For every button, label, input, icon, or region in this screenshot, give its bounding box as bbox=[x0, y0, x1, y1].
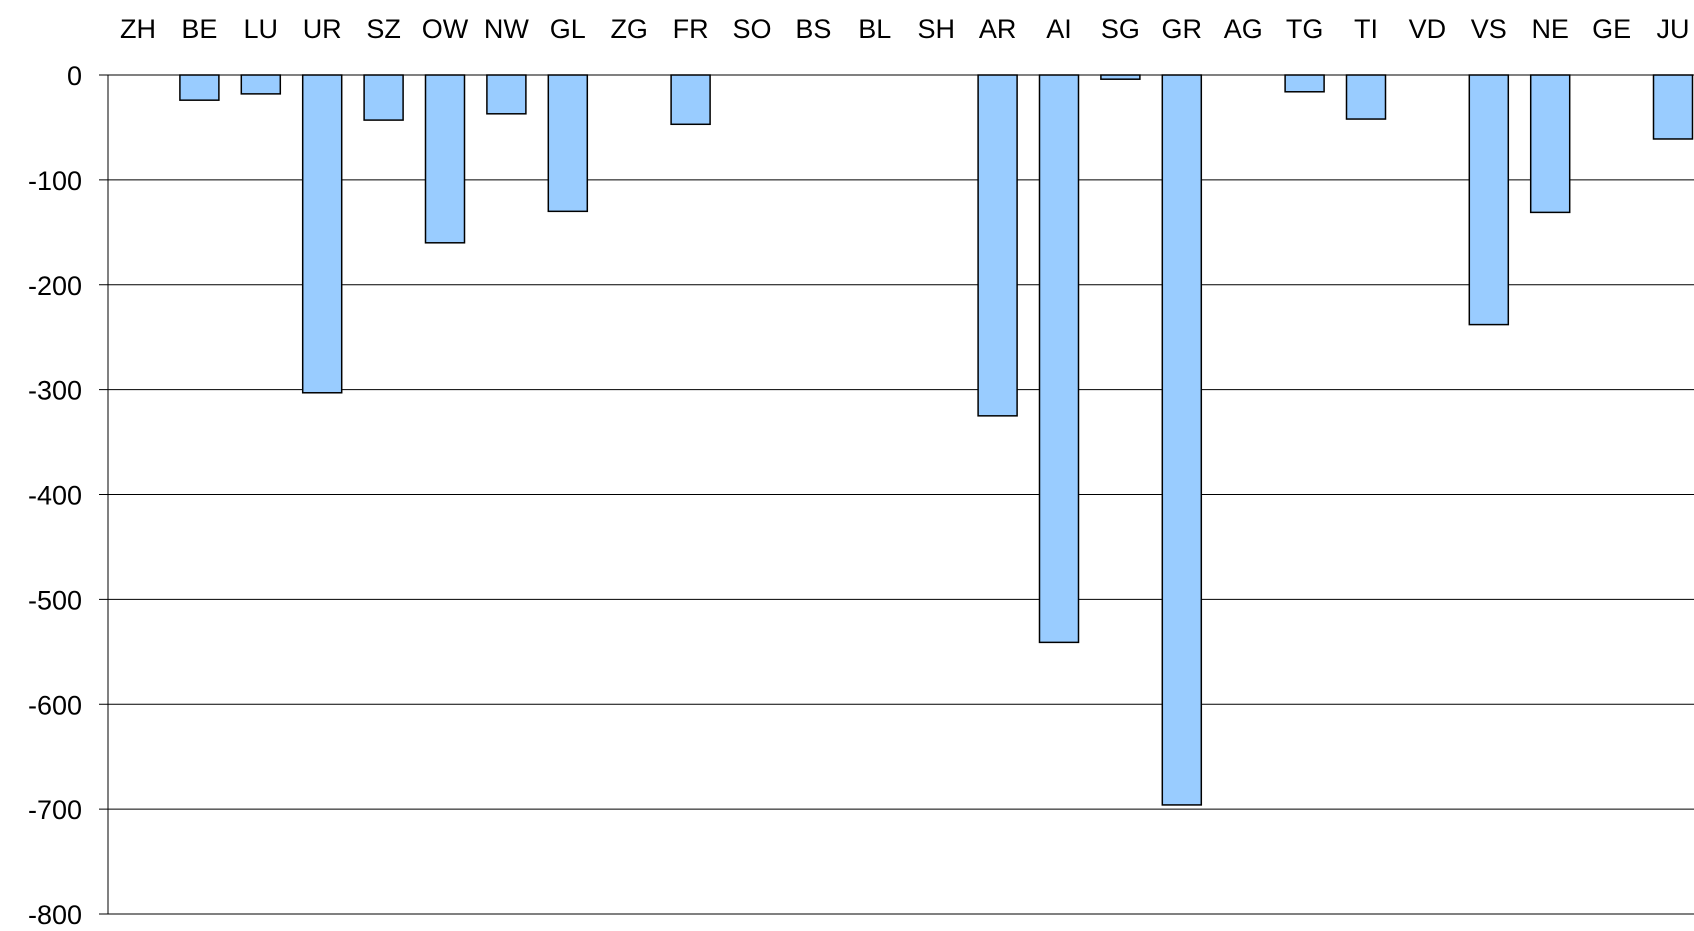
y-tick-label: -700 bbox=[28, 795, 82, 825]
bar-sz bbox=[363, 74, 404, 121]
y-tick-label: -500 bbox=[28, 585, 82, 615]
category-label: SO bbox=[732, 14, 771, 44]
category-label: GE bbox=[1592, 14, 1631, 44]
bar-ar bbox=[977, 74, 1018, 417]
category-label: LU bbox=[244, 14, 279, 44]
category-label: AI bbox=[1046, 14, 1072, 44]
bar-lu bbox=[240, 74, 282, 95]
y-tick-label: -200 bbox=[28, 271, 82, 301]
y-tick-label: -800 bbox=[28, 900, 82, 926]
category-label: BL bbox=[858, 14, 891, 44]
category-label: ZH bbox=[120, 14, 156, 44]
category-label: NE bbox=[1531, 14, 1569, 44]
category-label: JU bbox=[1657, 14, 1690, 44]
category-label: UR bbox=[303, 14, 342, 44]
bar-ow bbox=[424, 74, 466, 244]
category-label: OW bbox=[422, 14, 469, 44]
y-tick-label: -600 bbox=[28, 690, 82, 720]
bar-tg bbox=[1284, 74, 1325, 93]
y-tick-label: 0 bbox=[67, 61, 82, 91]
category-label: ZG bbox=[610, 14, 648, 44]
bar-gr bbox=[1161, 74, 1203, 806]
category-label: VS bbox=[1471, 14, 1507, 44]
category-label: BE bbox=[181, 14, 217, 44]
category-label: BS bbox=[795, 14, 831, 44]
category-label: GL bbox=[550, 14, 586, 44]
y-tick-label: -400 bbox=[28, 481, 82, 511]
bar-sg bbox=[1100, 74, 1141, 80]
category-label: NW bbox=[484, 14, 529, 44]
category-label: GR bbox=[1162, 14, 1203, 44]
y-tick-labels: 0 -100 -200 -300 -400 -500 -600 -700 -800 bbox=[28, 61, 82, 930]
bar-be bbox=[179, 74, 220, 101]
bar-ju bbox=[1652, 74, 1694, 140]
bar-ne bbox=[1529, 74, 1571, 214]
category-label: AR bbox=[979, 14, 1017, 44]
y-tick-label: -300 bbox=[28, 376, 82, 406]
bars bbox=[179, 74, 1694, 806]
gridlines bbox=[108, 74, 1694, 915]
bar-ti bbox=[1345, 74, 1387, 120]
bar-ai bbox=[1038, 74, 1080, 644]
category-label: TG bbox=[1286, 14, 1324, 44]
bar-fr bbox=[670, 74, 711, 126]
category-label: SG bbox=[1101, 14, 1140, 44]
category-label: AG bbox=[1224, 14, 1263, 44]
axes bbox=[99, 74, 109, 915]
y-tick-label: -100 bbox=[28, 166, 82, 196]
category-label: SH bbox=[917, 14, 955, 44]
bar-ur bbox=[301, 74, 343, 394]
bar-nw bbox=[486, 74, 527, 115]
bar-gl bbox=[547, 74, 589, 213]
category-label: FR bbox=[673, 14, 709, 44]
category-labels: ZH BE LU UR SZ OW NW GL ZG FR SO BS BL SH AR AI SG GR AG TG… bbox=[120, 14, 1690, 44]
bar-vs bbox=[1468, 74, 1510, 326]
category-label: SZ bbox=[366, 14, 401, 44]
category-label: VD bbox=[1409, 14, 1447, 44]
category-label: TI bbox=[1354, 14, 1378, 44]
